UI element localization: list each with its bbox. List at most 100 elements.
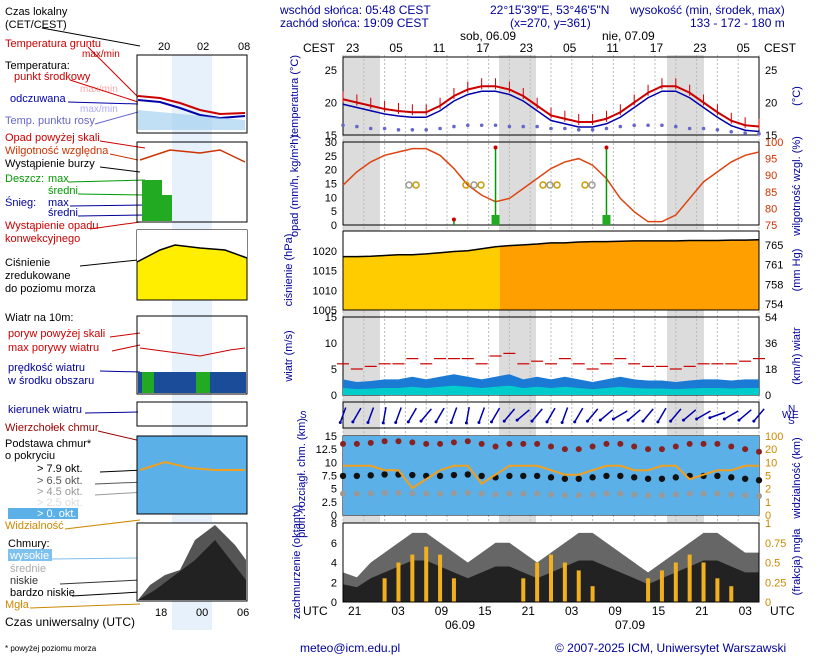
cloud-top-29: [742, 446, 749, 453]
wind-area-light: [343, 385, 759, 395]
cloud-base-mid-17: [575, 492, 582, 499]
fog-tick-0: 0: [765, 597, 771, 609]
wind-arrow-19: [599, 409, 614, 421]
mini-pressure-mask: [137, 230, 247, 262]
mini-top-hour-2: 08: [238, 41, 250, 53]
legend-soil-temp: Temperatura gruntu: [5, 38, 101, 50]
wind-arrow-head-30: [752, 419, 756, 423]
header-elev-values: 133 - 172 - 180 m: [690, 16, 785, 30]
cloud-base-13: [520, 472, 527, 480]
cloud-base-mid-29: [742, 492, 749, 499]
footer-note: * powyżej poziomu morza: [5, 644, 97, 653]
fog-bar-6: [424, 546, 429, 602]
wind-arrow-9: [465, 406, 470, 424]
dew-point-19: [604, 126, 609, 131]
legend-cloud-top: Wierzchołek chmur: [5, 422, 99, 434]
wind-arrow-5: [407, 407, 417, 423]
cloud-base-24: [672, 474, 679, 481]
legend-temperature: Temperatura:: [5, 60, 70, 72]
mini-bot-hour-1: 00: [196, 607, 208, 619]
storm-mark-7: [553, 181, 561, 189]
prec-tick-l-4: 20: [325, 165, 337, 177]
bottom-hour-3: 15: [478, 604, 492, 618]
wind-arrow-head-7: [434, 420, 438, 424]
wind-arrow-head-0: [338, 421, 342, 425]
cloud-base-mid-16: [561, 492, 568, 499]
fog-tick-3: 0.75: [765, 538, 786, 550]
dew-point-23: [660, 123, 664, 128]
cloud-base-mid-19: [603, 490, 610, 497]
fog-bar-5: [410, 554, 415, 602]
fog-bar-3: [382, 578, 387, 602]
mini-vis-line: [139, 460, 245, 471]
mini-temp-line: [137, 95, 246, 116]
axis-temp-left: temperatura (°C): [289, 55, 301, 137]
wind-arrow-head-6: [419, 419, 423, 423]
cloud-top-30: [756, 448, 762, 455]
legend-snow-mean: średni: [48, 207, 78, 219]
fog-bar-16: [562, 562, 567, 602]
temp-tick-r-0: 15: [765, 130, 777, 142]
dew-point-14: [535, 124, 539, 129]
bottom-hour-8: 21: [695, 604, 709, 618]
prec-tick-l-3: 15: [325, 179, 337, 191]
cloud-base-21: [631, 474, 638, 481]
dew-point-25: [687, 126, 692, 131]
dew-point-2: [368, 126, 373, 131]
bottom-hour-1: 03: [391, 604, 405, 618]
fog-bar-13: [521, 578, 526, 602]
legend-cloud-base2: o pokryciu: [5, 450, 55, 462]
cover-tick-l-2: 4: [331, 558, 337, 570]
bottom-hour-9: 03: [739, 604, 753, 618]
cloud-base-18: [589, 474, 596, 481]
cloud-base-mid-14: [534, 490, 541, 497]
legend-mid-point: punkt środkowy: [14, 71, 91, 83]
axis-press-right: (mm Hg): [791, 249, 803, 292]
bottom-utc: UTC: [303, 604, 328, 618]
legend-wind-dir: kierunek wiatru: [8, 404, 82, 416]
fog-bar-8: [451, 578, 456, 602]
legend-utc: Czas uniwersalny (UTC): [5, 615, 135, 629]
top-day2: nie, 07.09: [602, 29, 655, 43]
cloud-tick-l-6: 15: [325, 431, 337, 443]
fog-tick-1: 0.25: [765, 577, 786, 589]
wind-arrow-11: [490, 407, 501, 423]
press-tick-l-3: 1020: [313, 246, 337, 258]
wind-arrow-23: [657, 407, 667, 423]
prec-tick-l-2: 10: [325, 192, 337, 204]
cover-tick-l-0: 0: [331, 597, 337, 609]
mini-cloud-frame: [136, 435, 248, 515]
axis-temp-right: (°C): [791, 86, 803, 106]
cloud-base-mid-3: [381, 489, 388, 496]
dew-point-26: [701, 126, 706, 131]
wind-arrow-head-19: [598, 418, 602, 422]
legend-snow-max: max: [48, 197, 69, 209]
wind-arrow-head-4: [394, 421, 398, 425]
legend-text: Czas lokalny (CET/CEST) Temperatura grun…: [5, 6, 135, 653]
storm-mark-8: [581, 181, 589, 189]
cloud-top-8: [450, 439, 457, 446]
fog-bar-14: [535, 562, 540, 602]
cloud-base-mid-23: [658, 492, 665, 499]
mini-gust-line: [139, 347, 246, 357]
kmh-tick-3: 54: [765, 312, 777, 324]
storm-mark-9: [588, 181, 596, 189]
storm-mark-2: [462, 181, 470, 189]
legend-maxmin3: max/min: [80, 104, 118, 115]
footer-email[interactable]: meteo@icm.edu.pl: [300, 641, 400, 655]
wind-arrow-head-15: [545, 420, 549, 424]
mmhg-tick-2: 761: [765, 260, 783, 272]
cloud-base-22: [644, 475, 652, 482]
cloud-top-0: [340, 440, 346, 447]
cloud-top-20: [617, 440, 624, 447]
temp-tick-r-2: 25: [765, 65, 777, 77]
legend-very-low: bardzo niskie: [10, 587, 75, 599]
hum-tick-1: 80: [765, 203, 777, 215]
cloud-base-mid-2: [367, 490, 374, 497]
dew-point-8: [452, 124, 456, 129]
mini-rain-mean: [162, 195, 172, 221]
mini-charts: 20 02 08 18 00 06: [136, 41, 250, 630]
press-mask: [343, 231, 759, 257]
legend-high: wysokie: [9, 550, 49, 562]
